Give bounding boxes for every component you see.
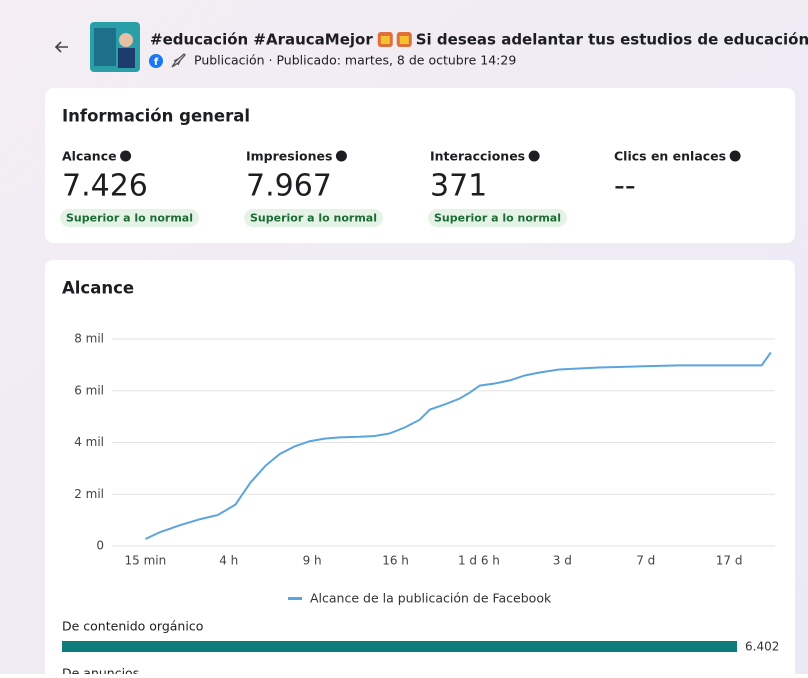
breakdown-label: De contenido orgánico <box>62 619 203 634</box>
screen: #educación #AraucaMejor Si deseas adelan… <box>0 0 808 674</box>
badge-text: Superior a lo normal <box>434 212 561 225</box>
y-tick-label: 4 mil <box>74 435 104 449</box>
y-tick-label: 6 mil <box>74 383 104 397</box>
legend-label: Alcance de la publicación de Facebook <box>310 591 552 606</box>
metric-label: Clics en enlaces <box>614 149 726 164</box>
metric-value: -- <box>614 169 636 204</box>
metric-label: Alcance <box>62 149 117 164</box>
breakdown-value: 6.402 <box>745 640 779 654</box>
info-icon <box>529 151 540 162</box>
breakdown-label: De anuncios <box>62 666 139 675</box>
x-tick-label: 9 h <box>303 554 322 568</box>
info-icon <box>730 151 741 162</box>
info-icon <box>120 151 131 162</box>
post-title: Si deseas adelantar tus estudios de educ… <box>416 31 808 49</box>
x-tick-label: 3 d <box>553 554 572 568</box>
y-tick-label: 8 mil <box>74 332 104 346</box>
legend-swatch <box>288 597 302 600</box>
x-tick-label: 1 d 6 h <box>458 554 500 568</box>
thumbnail <box>90 22 140 72</box>
facebook-icon: f <box>154 57 159 68</box>
post-title: #educación #AraucaMejor <box>150 31 373 49</box>
info-icon <box>336 151 347 162</box>
metric-value: 7.426 <box>62 169 148 204</box>
metric-label: Impresiones <box>246 149 332 164</box>
overview-title: Información general <box>62 107 250 126</box>
metric-value: 7.967 <box>246 169 332 204</box>
chart-card <box>45 260 795 674</box>
page: #educación #AraucaMejor Si deseas adelan… <box>0 0 808 678</box>
chart-title: Alcance <box>62 279 134 298</box>
metric-value: 371 <box>430 169 487 204</box>
badge-text: Superior a lo normal <box>250 212 377 225</box>
badge-text: Superior a lo normal <box>66 212 193 225</box>
x-tick-label: 16 h <box>382 554 409 568</box>
x-tick-label: 4 h <box>219 554 238 568</box>
x-tick-label: 7 d <box>636 554 655 568</box>
breakdown-bar <box>62 641 737 652</box>
y-tick-label: 0 <box>96 539 104 553</box>
x-tick-label: 15 min <box>124 554 166 568</box>
y-tick-label: 2 mil <box>74 487 104 501</box>
post-subtitle: Publicación · Publicado: martes, 8 de oc… <box>194 53 516 68</box>
metric-label: Interacciones <box>430 149 525 164</box>
x-tick-label: 17 d <box>716 554 743 568</box>
